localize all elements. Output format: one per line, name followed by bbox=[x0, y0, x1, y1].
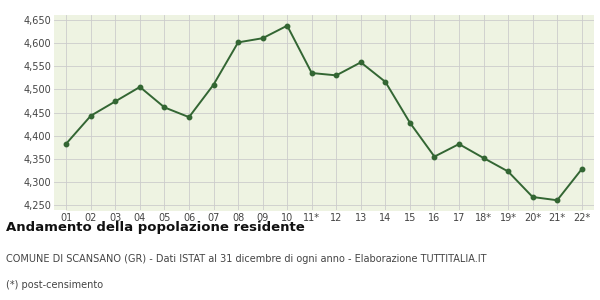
Text: Andamento della popolazione residente: Andamento della popolazione residente bbox=[6, 220, 305, 233]
Text: COMUNE DI SCANSANO (GR) - Dati ISTAT al 31 dicembre di ogni anno - Elaborazione : COMUNE DI SCANSANO (GR) - Dati ISTAT al … bbox=[6, 254, 487, 263]
Text: (*) post-censimento: (*) post-censimento bbox=[6, 280, 103, 290]
